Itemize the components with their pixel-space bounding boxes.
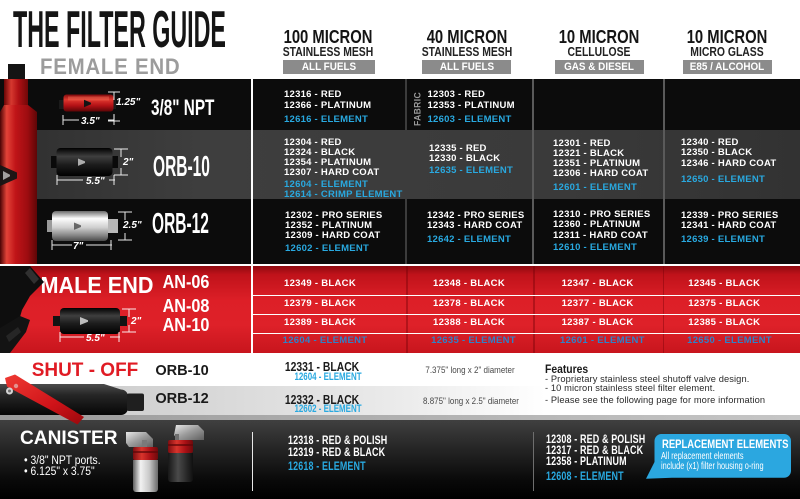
svg-text:1.25": 1.25" bbox=[116, 97, 140, 108]
svg-text:2": 2" bbox=[130, 316, 142, 327]
svg-text:2": 2" bbox=[122, 157, 134, 168]
svg-text:5.5": 5.5" bbox=[86, 333, 105, 344]
svg-text:5.5": 5.5" bbox=[86, 176, 105, 187]
svg-text:2.5": 2.5" bbox=[122, 220, 142, 231]
svg-text:7": 7" bbox=[73, 241, 84, 252]
svg-text:3.5": 3.5" bbox=[81, 116, 100, 127]
